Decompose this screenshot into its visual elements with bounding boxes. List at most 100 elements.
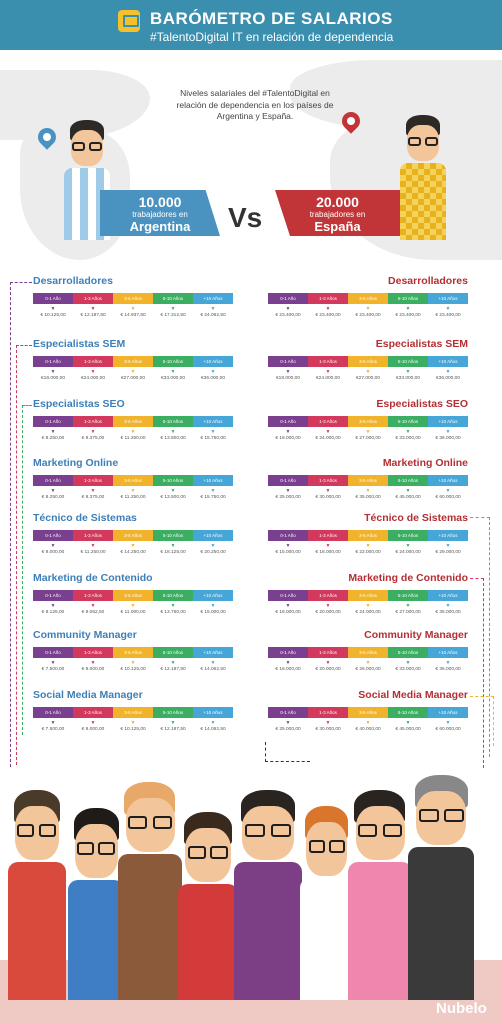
salary-value: €18.000,00: [40, 376, 65, 381]
section-title: Marketing de Contenido: [33, 572, 153, 584]
salary-value: € 20.250,00: [200, 550, 226, 555]
range-bar: 0-1 Año 1-3 Años 3-5 Años 5-10 Años +10 Años: [33, 356, 233, 367]
salary-value: € 15.750,00: [200, 436, 226, 441]
spain-count: 20.000: [316, 194, 359, 210]
section-title: Social Media Manager: [358, 689, 468, 701]
arrow-down-icon: ▼: [285, 369, 291, 375]
range-label: +10 Años: [428, 530, 468, 541]
salary-value: € 36.000,00: [435, 667, 461, 672]
salary-value: €33.000,00: [160, 376, 185, 381]
salary-value: € 12.187,50: [160, 727, 186, 732]
range-bar: 0-1 Año 1-3 Años 3-5 Años 5-10 Años +10 Años: [268, 707, 468, 718]
salary-value: € 18.125,00: [160, 550, 186, 555]
range-label: 1-3 Años: [73, 293, 113, 304]
arrow-down-icon: ▼: [210, 488, 216, 494]
salary-value: € 35.000,00: [355, 495, 381, 500]
section-title: Técnico de Sistemas: [364, 512, 468, 524]
arrow-down-icon: ▼: [210, 429, 216, 435]
salary-value: € 30.000,00: [315, 727, 341, 732]
range-label: 1-3 Años: [308, 293, 348, 304]
salary-value: € 45.000,00: [395, 495, 421, 500]
range-label: 0-1 Año: [33, 416, 73, 427]
range-label: +10 Años: [428, 356, 468, 367]
range-label: +10 Años: [428, 416, 468, 427]
range-label: 5-10 Años: [388, 356, 428, 367]
arrow-down-icon: ▼: [170, 369, 176, 375]
range-label: 0-1 Año: [33, 707, 73, 718]
range-label: +10 Años: [428, 590, 468, 601]
arrow-down-icon: ▼: [405, 488, 411, 494]
salary-value: € 60.000,00: [435, 727, 461, 732]
salary-value: € 24.000,00: [395, 550, 421, 555]
range-label: 1-3 Años: [308, 530, 348, 541]
range-label: 5-10 Años: [153, 647, 193, 658]
arrow-down-icon: ▼: [325, 306, 331, 312]
spain-worker: [398, 115, 448, 240]
range-label: 0-1 Año: [33, 590, 73, 601]
range-label: 5-10 Años: [153, 475, 193, 486]
salary-value: € 11.250,00: [120, 495, 146, 500]
arrow-down-icon: ▼: [50, 369, 56, 375]
range-bar: 0-1 Año 1-3 Años 3-5 Años 5-10 Años +10 Años: [33, 475, 233, 486]
argentina-banner: 10.000 trabajadores en Argentina: [100, 190, 220, 236]
arrow-down-icon: ▼: [90, 306, 96, 312]
range-label: 1-3 Años: [308, 590, 348, 601]
range-label: 0-1 Año: [268, 293, 308, 304]
arrow-down-icon: ▼: [365, 720, 371, 726]
salary-value: € 15.000,00: [200, 610, 226, 615]
section-title: Técnico de Sistemas: [33, 512, 137, 524]
arrow-down-icon: ▼: [90, 720, 96, 726]
salary-section-es: Social Media Manager 0-1 Año 1-3 Años 3-5 A…: [268, 689, 468, 732]
range-label: +10 Años: [428, 293, 468, 304]
salary-section-ar: Community Manager 0-1 Año 1-3 Años 3-5 Años…: [33, 629, 233, 672]
salary-value: €33.000,00: [395, 376, 420, 381]
arrow-down-icon: ▼: [130, 543, 136, 549]
arrow-down-icon: ▼: [210, 720, 216, 726]
salary-section-ar: Social Media Manager 0-1 Año 1-3 Años 3-5 A…: [33, 689, 233, 732]
arrow-down-icon: ▼: [170, 720, 176, 726]
section-title: Especialistas SEO: [33, 398, 125, 410]
arrow-down-icon: ▼: [285, 543, 291, 549]
versus-label: Vs: [228, 202, 263, 233]
range-label: 1-3 Años: [73, 707, 113, 718]
salary-section-ar: Marketing Online 0-1 Año 1-3 Años 3-5 Años 5…: [33, 457, 233, 500]
arrow-down-icon: ▼: [285, 429, 291, 435]
range-label: 3-5 Años: [348, 707, 388, 718]
range-label: 1-3 Años: [73, 416, 113, 427]
section-title: Especialistas SEM: [375, 338, 468, 350]
salary-section-ar: Especialistas SEM 0-1 Año 1-3 Años 3-5 Años…: [33, 338, 233, 381]
salary-value: € 60.000,00: [435, 495, 461, 500]
range-label: 5-10 Años: [153, 293, 193, 304]
range-bar: 0-1 Año 1-3 Años 3-5 Años 5-10 Años +10 Años: [268, 475, 468, 486]
arrow-down-icon: ▼: [325, 660, 331, 666]
arrow-down-icon: ▼: [365, 488, 371, 494]
range-label: +10 Años: [193, 293, 233, 304]
range-bar: 0-1 Año 1-3 Años 3-5 Años 5-10 Años +10 Años: [268, 590, 468, 601]
character: [8, 790, 66, 1000]
salary-value: € 11.250,00: [80, 550, 106, 555]
range-label: 1-3 Años: [308, 647, 348, 658]
section-title: Desarrolladores: [33, 275, 113, 287]
spain-country: España: [314, 219, 361, 234]
salary-value: € 8.250,00: [41, 495, 65, 500]
arrow-down-icon: ▼: [365, 429, 371, 435]
salary-value: € 14.937,50: [120, 313, 146, 318]
salary-value: € 20.000,00: [315, 610, 341, 615]
arrow-down-icon: ▼: [365, 369, 371, 375]
range-label: 5-10 Años: [388, 416, 428, 427]
arrow-down-icon: ▼: [50, 603, 56, 609]
arrow-down-icon: ▼: [325, 488, 331, 494]
salary-value: € 14.062,50: [200, 727, 226, 732]
page-subtitle: #TalentoDigital IT en relación de depend…: [150, 30, 394, 44]
range-label: 5-10 Años: [153, 416, 193, 427]
range-label: 0-1 Año: [33, 293, 73, 304]
salary-value: € 18.000,00: [275, 436, 301, 441]
salary-value: €24.000,00: [315, 376, 340, 381]
range-label: 5-10 Años: [388, 293, 428, 304]
range-bar: 0-1 Año 1-3 Años 3-5 Años 5-10 Años +10 Años: [33, 707, 233, 718]
arrow-down-icon: ▼: [285, 720, 291, 726]
salary-value: € 17.312,50: [160, 313, 186, 318]
range-label: 5-10 Años: [388, 707, 428, 718]
arrow-down-icon: ▼: [365, 603, 371, 609]
character: [234, 790, 302, 1000]
